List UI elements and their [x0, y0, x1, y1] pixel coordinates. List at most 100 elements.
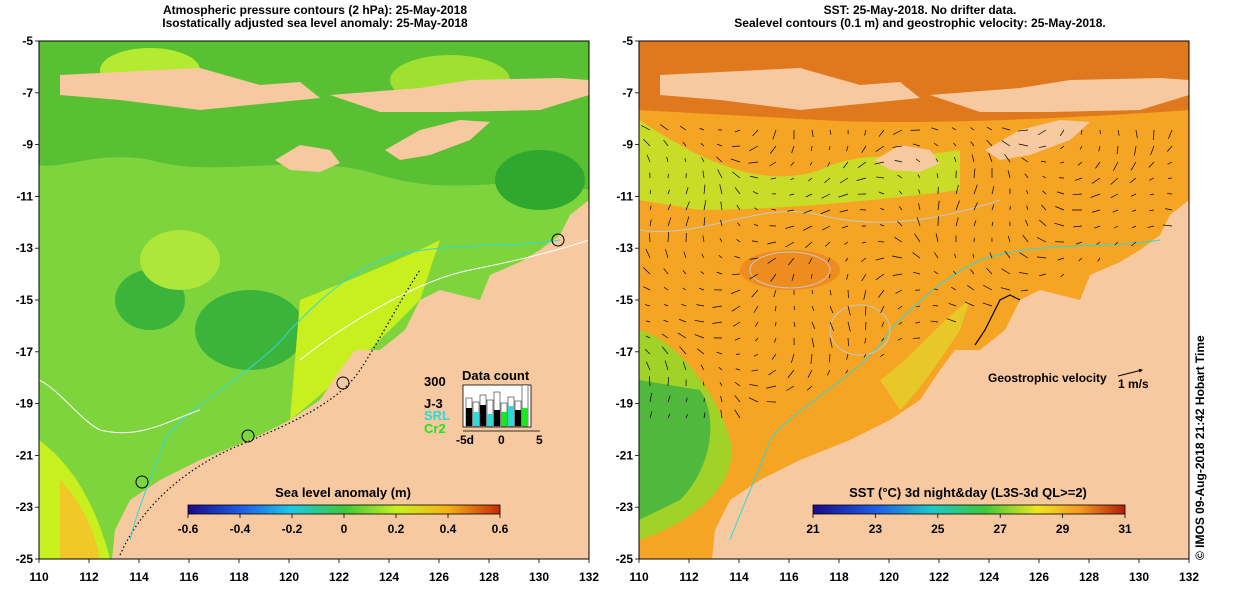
- velocity-arrow: [937, 200, 940, 211]
- velocity-arrow: [667, 189, 670, 195]
- velocity-arrow: [644, 349, 651, 355]
- velocity-arrow: [1024, 173, 1029, 179]
- velocity-scale-arrow: [1117, 368, 1143, 377]
- velocity-arrow: [838, 193, 849, 198]
- velocity-arrow: [694, 319, 705, 323]
- velocity-arrow: [864, 337, 867, 344]
- velocity-arrow: [1007, 235, 1011, 243]
- velocity-arrow: [807, 385, 813, 391]
- velocity-arrow: [951, 286, 957, 291]
- velocity-arrow: [697, 348, 705, 355]
- velocity-arrow: [1060, 145, 1065, 150]
- velocity-arrow: [667, 217, 672, 227]
- velocity-scale-label: 1 m/s: [1118, 377, 1149, 391]
- velocity-arrow: [845, 369, 849, 374]
- velocity-arrow: [770, 177, 777, 180]
- velocity-arrow: [682, 141, 687, 147]
- velocity-arrow: [716, 351, 723, 355]
- velocity-arrow: [717, 169, 723, 179]
- velocity-arrow: [1057, 257, 1065, 261]
- velocity-arrow: [877, 240, 885, 243]
- velocity-arrow: [703, 200, 707, 211]
- velocity-arrow: [646, 154, 651, 163]
- left-isobath: [129, 239, 561, 541]
- velocity-arrow: [737, 222, 741, 227]
- velocity-arrow: [772, 129, 777, 140]
- sst-tick-label: 23: [869, 522, 883, 536]
- velocity-arrow: [702, 381, 705, 387]
- velocity-arrow: [786, 385, 795, 391]
- right-lat-label: -9: [622, 138, 633, 152]
- velocity-arrow: [1000, 287, 1011, 291]
- velocity-arrow: [874, 161, 885, 165]
- velocity-arrow: [893, 129, 903, 135]
- velocity-arrow: [916, 305, 921, 308]
- velocity-arrow: [1057, 191, 1065, 195]
- left-lat-label: -11: [16, 189, 33, 203]
- velocity-arrow: [847, 305, 851, 316]
- velocity-arrow: [649, 411, 653, 419]
- velocity-arrow: [790, 161, 795, 167]
- velocity-arrow: [766, 385, 777, 389]
- velocity-arrow: [1055, 206, 1065, 211]
- velocity-arrow: [749, 383, 759, 387]
- left-low-anomaly-1: [195, 290, 305, 370]
- velocity-arrow: [811, 321, 816, 330]
- velocity-arrow: [971, 154, 975, 163]
- right-lat-label: -21: [616, 448, 634, 462]
- velocity-arrow: [667, 395, 671, 403]
- velocity-arrow: [983, 284, 993, 291]
- left-title-line2: Isostatically adjusted sea level anomaly…: [162, 16, 468, 30]
- velocity-arrow: [664, 304, 669, 307]
- velocity-arrow: [791, 353, 795, 363]
- sla-tick-label: -0.4: [230, 522, 251, 536]
- velocity-arrow: [1132, 209, 1137, 212]
- right-lat-label: -7: [622, 86, 633, 100]
- velocity-arrow: [811, 273, 813, 279]
- left-lon-label: 120: [279, 570, 299, 584]
- right-coastline-detail: [974, 294, 1021, 346]
- velocity-arrow: [1114, 225, 1119, 229]
- left-lat-label: -15: [16, 293, 34, 307]
- velocity-arrow: [1042, 175, 1047, 179]
- velocity-arrow: [967, 285, 975, 291]
- velocity-arrow: [667, 203, 672, 211]
- velocity-arrow: [734, 129, 741, 133]
- left-lat-label: -17: [16, 345, 34, 359]
- velocity-arrow: [698, 287, 705, 291]
- velocity-arrow: [788, 257, 795, 266]
- velocity-arrow: [755, 337, 759, 342]
- left-australia-land: [112, 200, 589, 559]
- velocity-arrow: [720, 409, 723, 419]
- velocity-arrow: [973, 168, 976, 179]
- velocity-arrow: [699, 127, 705, 131]
- velocity-arrow: [1148, 161, 1155, 168]
- geostrophic-velocity-field: [641, 124, 1173, 419]
- velocity-arrow: [703, 217, 706, 227]
- velocity-arrow: [1095, 161, 1101, 169]
- velocity-arrow: [664, 360, 669, 371]
- velocity-arrow: [734, 381, 741, 387]
- left-map-title: Atmospheric pressure contours (2 hPa): 2…: [40, 4, 590, 30]
- left-tide-gauge: [241, 429, 255, 443]
- velocity-arrow: [946, 318, 957, 323]
- velocity-arrow: [861, 257, 867, 262]
- velocity-arrow: [810, 145, 813, 151]
- velocity-arrow: [646, 320, 651, 323]
- velocity-arrow: [805, 193, 813, 198]
- imos-credit: © IMOS 09-Aug-2018 21:42 Hobart Time: [1193, 335, 1207, 560]
- velocity-arrow: [771, 209, 777, 211]
- velocity-arrow: [861, 145, 867, 153]
- right-lat-label: -17: [616, 345, 634, 359]
- velocity-arrow: [703, 184, 706, 195]
- velocity-arrow: [954, 156, 957, 163]
- velocity-arrow: [719, 184, 723, 195]
- velocity-arrow: [752, 129, 759, 137]
- velocity-arrow: [769, 161, 777, 167]
- left-coastal-contour: [119, 269, 421, 556]
- velocity-arrow: [754, 207, 759, 211]
- left-lon-label: 128: [479, 570, 499, 584]
- right-lat-label: -15: [616, 293, 634, 307]
- velocity-arrow: [953, 270, 957, 275]
- velocity-arrow: [752, 191, 759, 195]
